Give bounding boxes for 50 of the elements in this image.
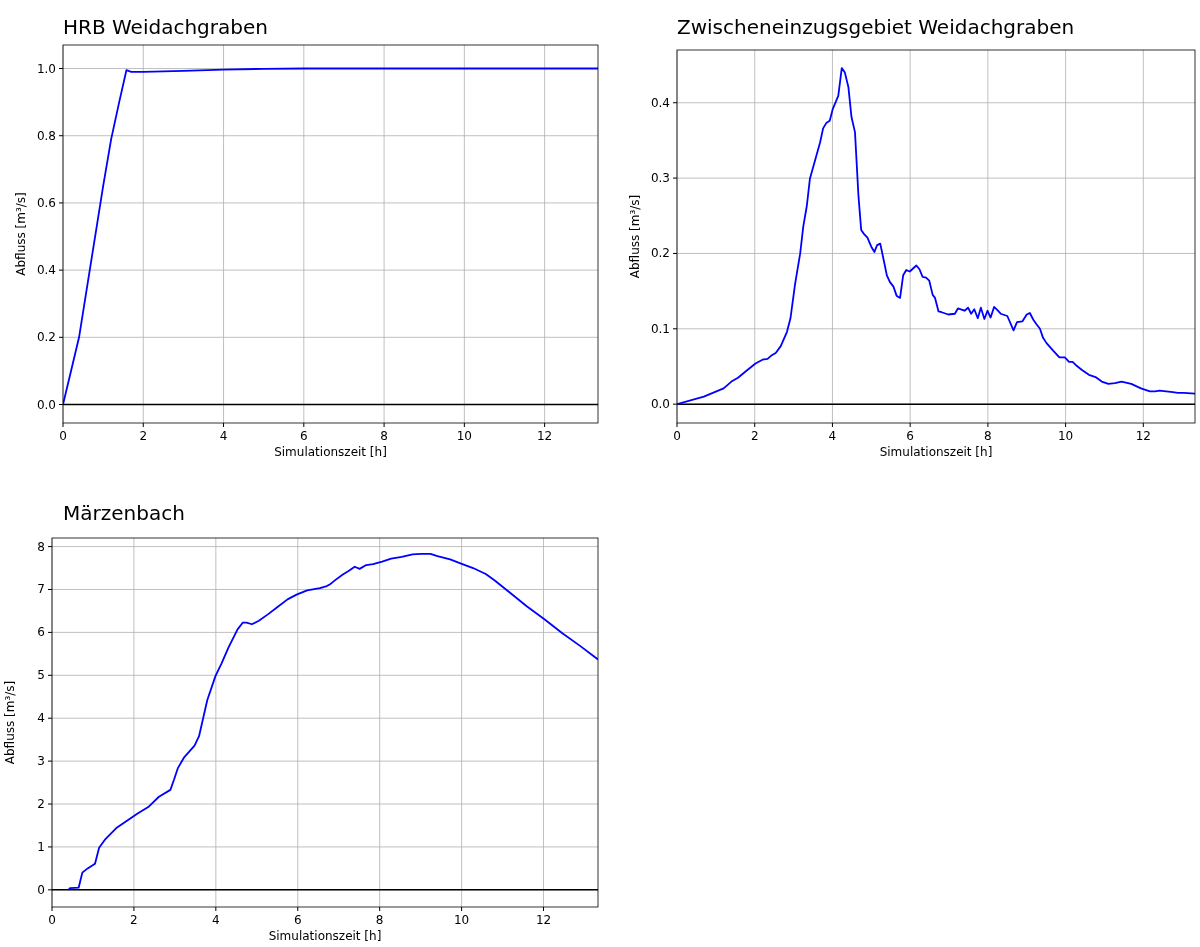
chart-title: Märzenbach bbox=[63, 501, 185, 525]
x-tick-label: 4 bbox=[219, 429, 228, 443]
x-tick-label: 10 bbox=[456, 429, 472, 443]
x-tick-label: 4 bbox=[828, 429, 837, 443]
y-axis-title: Abfluss [m³/s] bbox=[3, 680, 17, 765]
y-axis-title: Abfluss [m³/s] bbox=[628, 194, 642, 279]
x-tick-label: 4 bbox=[212, 913, 220, 927]
x-tick-label: 0 bbox=[59, 429, 67, 443]
x-tick-label: 10 bbox=[453, 913, 470, 927]
x-axis-title: Simulationszeit [h] bbox=[274, 445, 387, 459]
x-tick-label: 2 bbox=[750, 429, 759, 443]
y-tick-label: 0.4 bbox=[36, 263, 56, 278]
x-tick-label: 0 bbox=[673, 429, 681, 443]
y-tick-label: 0.0 bbox=[36, 397, 56, 412]
line-series bbox=[67, 552, 598, 891]
x-tick-label: 8 bbox=[375, 913, 384, 927]
x-tick-label: 12 bbox=[535, 913, 552, 927]
x-tick-label: 6 bbox=[906, 429, 914, 443]
y-tick-label: 4 bbox=[37, 711, 45, 726]
y-tick-label: 0.6 bbox=[36, 195, 56, 210]
x-tick-label: 6 bbox=[299, 429, 308, 443]
y-tick-label: 1.0 bbox=[36, 61, 56, 76]
x-tick-label: 8 bbox=[380, 429, 388, 443]
y-tick-label: 5 bbox=[37, 668, 45, 683]
x-axis-title: Simulationszeit [h] bbox=[879, 445, 993, 459]
y-tick-label: 1 bbox=[37, 839, 45, 854]
y-tick-label: 0 bbox=[37, 882, 45, 897]
y-tick-label: 8 bbox=[37, 539, 45, 554]
chart-title: Zwischeneinzugsgebiet Weidachgraben bbox=[677, 15, 1075, 39]
y-tick-label: 6 bbox=[37, 625, 45, 640]
y-tick-label: 0.4 bbox=[650, 95, 670, 110]
x-tick-label: 6 bbox=[293, 913, 302, 927]
x-axis-title: Simulationszeit [h] bbox=[268, 929, 382, 943]
x-tick-label: 12 bbox=[1135, 429, 1151, 443]
y-tick-label: 0.8 bbox=[36, 128, 56, 143]
x-tick-label: 8 bbox=[984, 429, 992, 443]
y-tick-label: 0.1 bbox=[650, 321, 670, 336]
x-tick-label: 2 bbox=[139, 429, 148, 443]
y-tick-label: 0.2 bbox=[36, 330, 56, 345]
x-tick-label: 10 bbox=[1057, 429, 1074, 443]
chart-title: HRB Weidachgraben bbox=[63, 15, 268, 39]
x-tick-label: 12 bbox=[536, 429, 553, 443]
y-tick-label: 0.3 bbox=[650, 171, 670, 186]
y-tick-label: 2 bbox=[37, 797, 45, 812]
x-tick-label: 2 bbox=[130, 913, 138, 927]
y-tick-label: 3 bbox=[37, 754, 45, 769]
y-tick-label: 0.0 bbox=[650, 397, 670, 412]
y-tick-label: 0.2 bbox=[650, 246, 670, 261]
y-axis-title: Abfluss [m³/s] bbox=[14, 192, 28, 276]
y-tick-label: 7 bbox=[37, 582, 45, 597]
